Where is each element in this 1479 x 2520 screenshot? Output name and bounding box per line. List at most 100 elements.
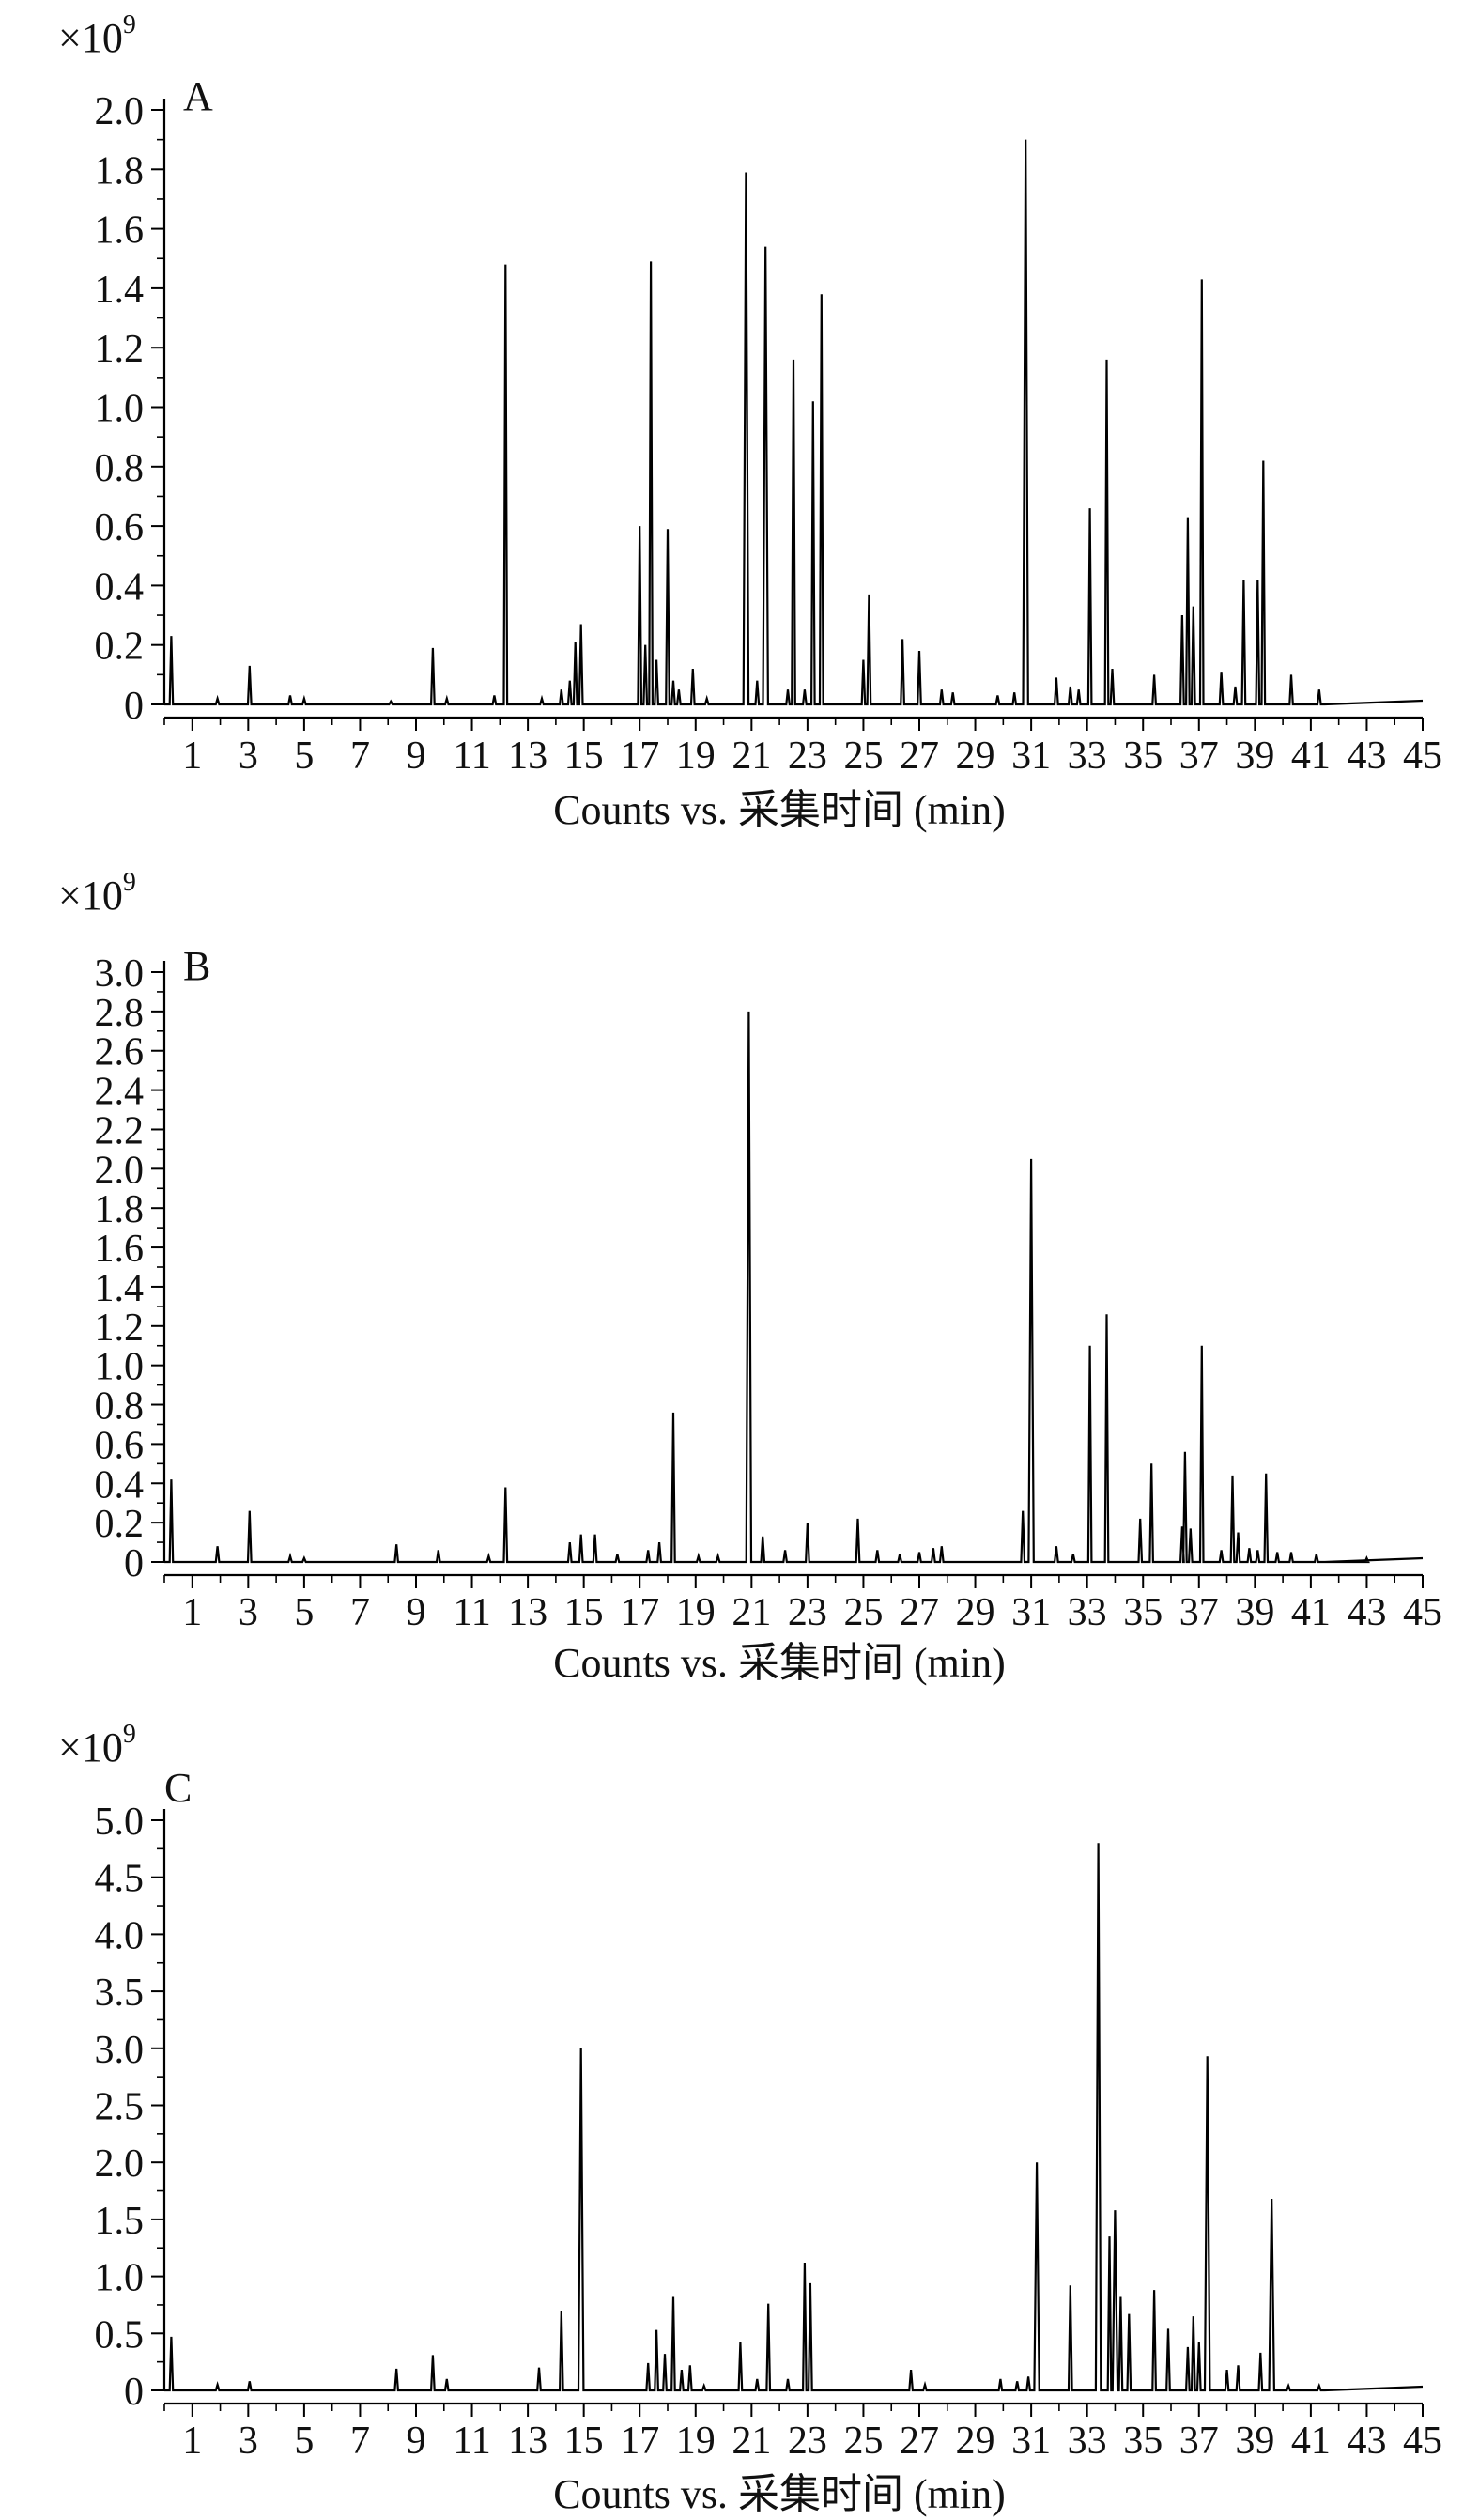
y-tick-label: 2.5 bbox=[95, 2086, 145, 2129]
panel-label-c: C bbox=[164, 1765, 192, 1811]
y-tick-label: 2.6 bbox=[95, 1031, 145, 1074]
x-tick-label: 1 bbox=[182, 1591, 202, 1634]
y-multiplier-b: ×109 bbox=[58, 868, 136, 919]
x-tick-label: 7 bbox=[350, 1591, 370, 1634]
y-tick-label: 3.0 bbox=[95, 2029, 145, 2072]
y-tick-label: 3.5 bbox=[95, 1971, 145, 2015]
x-tick-label: 29 bbox=[956, 734, 995, 778]
y-tick-label: 2.0 bbox=[95, 90, 145, 133]
y-tick-label: 0.8 bbox=[95, 447, 145, 490]
x-tick-label: 35 bbox=[1123, 734, 1163, 778]
x-tick-label: 31 bbox=[1011, 2420, 1051, 2463]
x-tick-label: 19 bbox=[676, 734, 716, 778]
y-tick-label: 1.2 bbox=[95, 1306, 145, 1350]
y-tick-label: 0.4 bbox=[95, 565, 145, 609]
x-tick-label: 29 bbox=[956, 2420, 995, 2463]
x-tick-label: 11 bbox=[453, 734, 490, 778]
x-tick-label: 27 bbox=[900, 1591, 939, 1634]
x-tick-label: 35 bbox=[1123, 2420, 1163, 2463]
y-tick-label: 0.2 bbox=[95, 1503, 145, 1546]
chromatogram-trace-b bbox=[164, 1011, 1424, 1564]
y-tick-label: 0.5 bbox=[95, 2313, 145, 2357]
y-tick-label: 1.5 bbox=[95, 2200, 145, 2243]
y-tick-label: 0.8 bbox=[95, 1385, 145, 1429]
chromatogram-trace-c bbox=[164, 1843, 1424, 2392]
x-tick-label: 41 bbox=[1291, 1591, 1331, 1634]
x-tick-label: 3 bbox=[239, 734, 258, 778]
x-tick-label: 17 bbox=[620, 734, 659, 778]
x-tick-label: 31 bbox=[1011, 734, 1051, 778]
x-tick-label: 35 bbox=[1123, 1591, 1163, 1634]
x-tick-label: 1 bbox=[182, 2420, 202, 2463]
y-tick-label: 1.0 bbox=[95, 1346, 145, 1389]
x-tick-label: 33 bbox=[1068, 734, 1107, 778]
x-tick-label: 45 bbox=[1403, 1591, 1442, 1634]
y-tick-label: 4.0 bbox=[95, 1914, 145, 1957]
y-tick-label: 5.0 bbox=[95, 1801, 145, 1844]
x-axis-label-b: Counts vs. 采集时间 (min) bbox=[553, 1640, 1006, 1686]
x-tick-label: 19 bbox=[676, 2420, 716, 2463]
y-tick-label: 0.4 bbox=[95, 1463, 145, 1507]
x-axis-label-a: Counts vs. 采集时间 (min) bbox=[553, 787, 1006, 833]
y-tick-label: 1.0 bbox=[95, 388, 145, 431]
y-tick-label: 2.0 bbox=[95, 1149, 145, 1192]
x-tick-label: 21 bbox=[732, 2420, 771, 2463]
x-tick-label: 5 bbox=[294, 1591, 314, 1634]
x-tick-label: 37 bbox=[1179, 1591, 1219, 1634]
x-tick-label: 7 bbox=[350, 2420, 370, 2463]
x-tick-label: 33 bbox=[1068, 2420, 1107, 2463]
x-tick-label: 17 bbox=[620, 2420, 659, 2463]
axes-c: 00.51.01.52.02.53.03.54.04.55.01 3 5 7 9 11 13… bbox=[95, 1801, 1443, 2463]
y-tick-label: 1.0 bbox=[95, 2257, 145, 2300]
x-tick-label: 39 bbox=[1235, 2420, 1274, 2463]
x-tick-label: 5 bbox=[294, 734, 314, 778]
x-tick-label: 39 bbox=[1235, 1591, 1274, 1634]
y-multiplier-c: ×109 bbox=[58, 1720, 136, 1770]
y-tick-label: 1.8 bbox=[95, 1188, 145, 1231]
x-tick-label: 11 bbox=[453, 2420, 490, 2463]
x-tick-label: 21 bbox=[732, 1591, 771, 1634]
x-tick-label: 11 bbox=[453, 1591, 490, 1634]
panel-label-a: A bbox=[183, 73, 213, 119]
x-tick-label: 23 bbox=[788, 1591, 827, 1634]
y-tick-label: 0 bbox=[124, 685, 144, 728]
x-tick-label: 31 bbox=[1011, 1591, 1051, 1634]
y-tick-label: 2.8 bbox=[95, 992, 145, 1035]
x-tick-label: 15 bbox=[564, 2420, 604, 2463]
x-tick-label: 23 bbox=[788, 734, 827, 778]
x-tick-label: 25 bbox=[843, 2420, 883, 2463]
x-tick-label: 15 bbox=[564, 1591, 604, 1634]
y-multiplier-a: ×109 bbox=[58, 10, 136, 61]
y-tick-label: 2.2 bbox=[95, 1109, 145, 1152]
y-tick-label: 0 bbox=[124, 1542, 144, 1585]
chart-panel-a: ×109 A 00.20.40.60.81.01.21.41.61.82.01 3… bbox=[58, 10, 1442, 833]
chart-panel-c: ×109 C 00.51.01.52.02.53.03.54.04.55.01 3… bbox=[58, 1720, 1442, 2517]
x-tick-label: 25 bbox=[843, 1591, 883, 1634]
x-tick-label: 9 bbox=[407, 2420, 426, 2463]
x-tick-label: 39 bbox=[1235, 734, 1274, 778]
y-tick-label: 1.8 bbox=[95, 149, 145, 193]
chromatogram-trace-a bbox=[164, 139, 1424, 706]
x-tick-label: 1 bbox=[182, 734, 202, 778]
x-tick-label: 23 bbox=[788, 2420, 827, 2463]
x-tick-label: 25 bbox=[843, 734, 883, 778]
y-tick-label: 1.4 bbox=[95, 269, 145, 312]
y-tick-label: 4.5 bbox=[95, 1858, 145, 1901]
x-tick-label: 19 bbox=[676, 1591, 716, 1634]
x-tick-label: 9 bbox=[407, 1591, 426, 1634]
x-tick-label: 29 bbox=[956, 1591, 995, 1634]
x-tick-label: 37 bbox=[1179, 2420, 1219, 2463]
y-tick-label: 0.6 bbox=[95, 506, 145, 549]
y-tick-label: 1.2 bbox=[95, 328, 145, 371]
y-tick-label: 2.0 bbox=[95, 2142, 145, 2186]
x-tick-label: 21 bbox=[732, 734, 771, 778]
y-tick-label: 1.6 bbox=[95, 1228, 145, 1271]
axes-a: 00.20.40.60.81.01.21.41.61.82.01 3 5 7 9 11 13… bbox=[95, 90, 1443, 778]
chart-panel-b: ×109 B 00.20.40.60.81.01.21.41.61.82.02.… bbox=[58, 868, 1442, 1686]
x-tick-label: 13 bbox=[508, 734, 547, 778]
x-axis-label-c: Counts vs. 采集时间 (min) bbox=[553, 2471, 1006, 2517]
x-tick-label: 37 bbox=[1179, 734, 1219, 778]
axes-b: 00.20.40.60.81.01.21.41.61.82.02.22.42.6… bbox=[95, 952, 1443, 1634]
y-tick-label: 0.6 bbox=[95, 1424, 145, 1467]
